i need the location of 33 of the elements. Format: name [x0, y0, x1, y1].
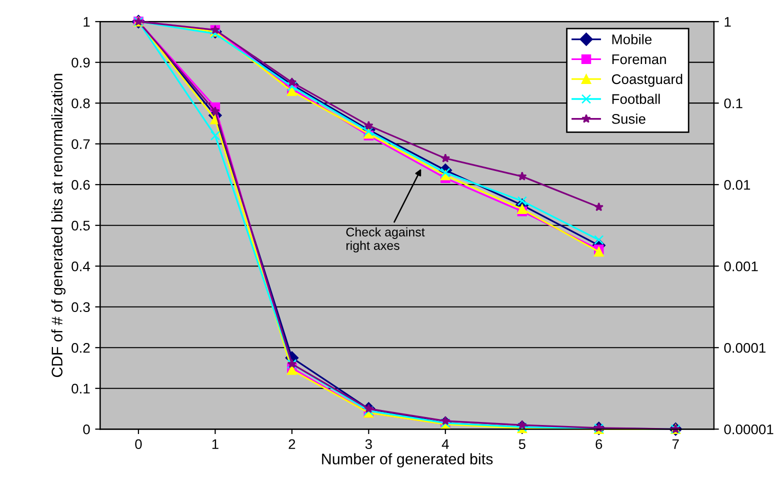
y-tick-label: 0.3	[72, 302, 90, 312]
x-tick-label: 2	[288, 439, 296, 449]
legend-label: Coastguard	[612, 74, 682, 87]
y2-tick-label: 0.1	[724, 98, 742, 108]
y-tick-label: 0.8	[72, 98, 90, 108]
y-tick-label: 0	[83, 424, 90, 434]
x-axis-title: Number of generated bits	[322, 453, 493, 468]
y-tick-label: 0.2	[72, 342, 90, 353]
x-tick-label: 3	[365, 439, 372, 450]
y-tick-label: 0.5	[72, 220, 90, 231]
y-tick-label: 1	[84, 17, 90, 27]
y2-tick-label: 1	[724, 17, 731, 27]
y2-tick-label: 0.00001	[724, 424, 774, 434]
x-tick-label: 1	[212, 439, 218, 449]
x-tick-label: 0	[135, 439, 142, 450]
y-tick-label: 0.1	[72, 384, 90, 394]
x-tick-label: 5	[518, 439, 526, 450]
y2-tick-label: 0.01	[724, 180, 750, 190]
legend-label: Foreman	[612, 54, 666, 64]
annotation: Check against right axes	[346, 227, 425, 252]
legend-label: Mobile	[612, 34, 652, 44]
x-tick-label: 7	[672, 439, 679, 449]
y-axis-title: CDF of # of generated bits at renormalization	[51, 74, 66, 378]
y2-tick-label: 0.001	[724, 261, 758, 272]
y-tick-label: 0.9	[72, 58, 90, 68]
x-tick-label: 4	[442, 439, 449, 449]
y-tick-label: 0.4	[72, 261, 90, 272]
legend-label: Football	[612, 94, 660, 104]
y-tick-label: 0.6	[72, 180, 90, 190]
legend-label: Susie	[612, 114, 646, 124]
y-tick-label: 0.7	[72, 139, 90, 150]
x-tick-label: 6	[596, 439, 602, 450]
y2-tick-label: 0.0001	[724, 342, 766, 353]
